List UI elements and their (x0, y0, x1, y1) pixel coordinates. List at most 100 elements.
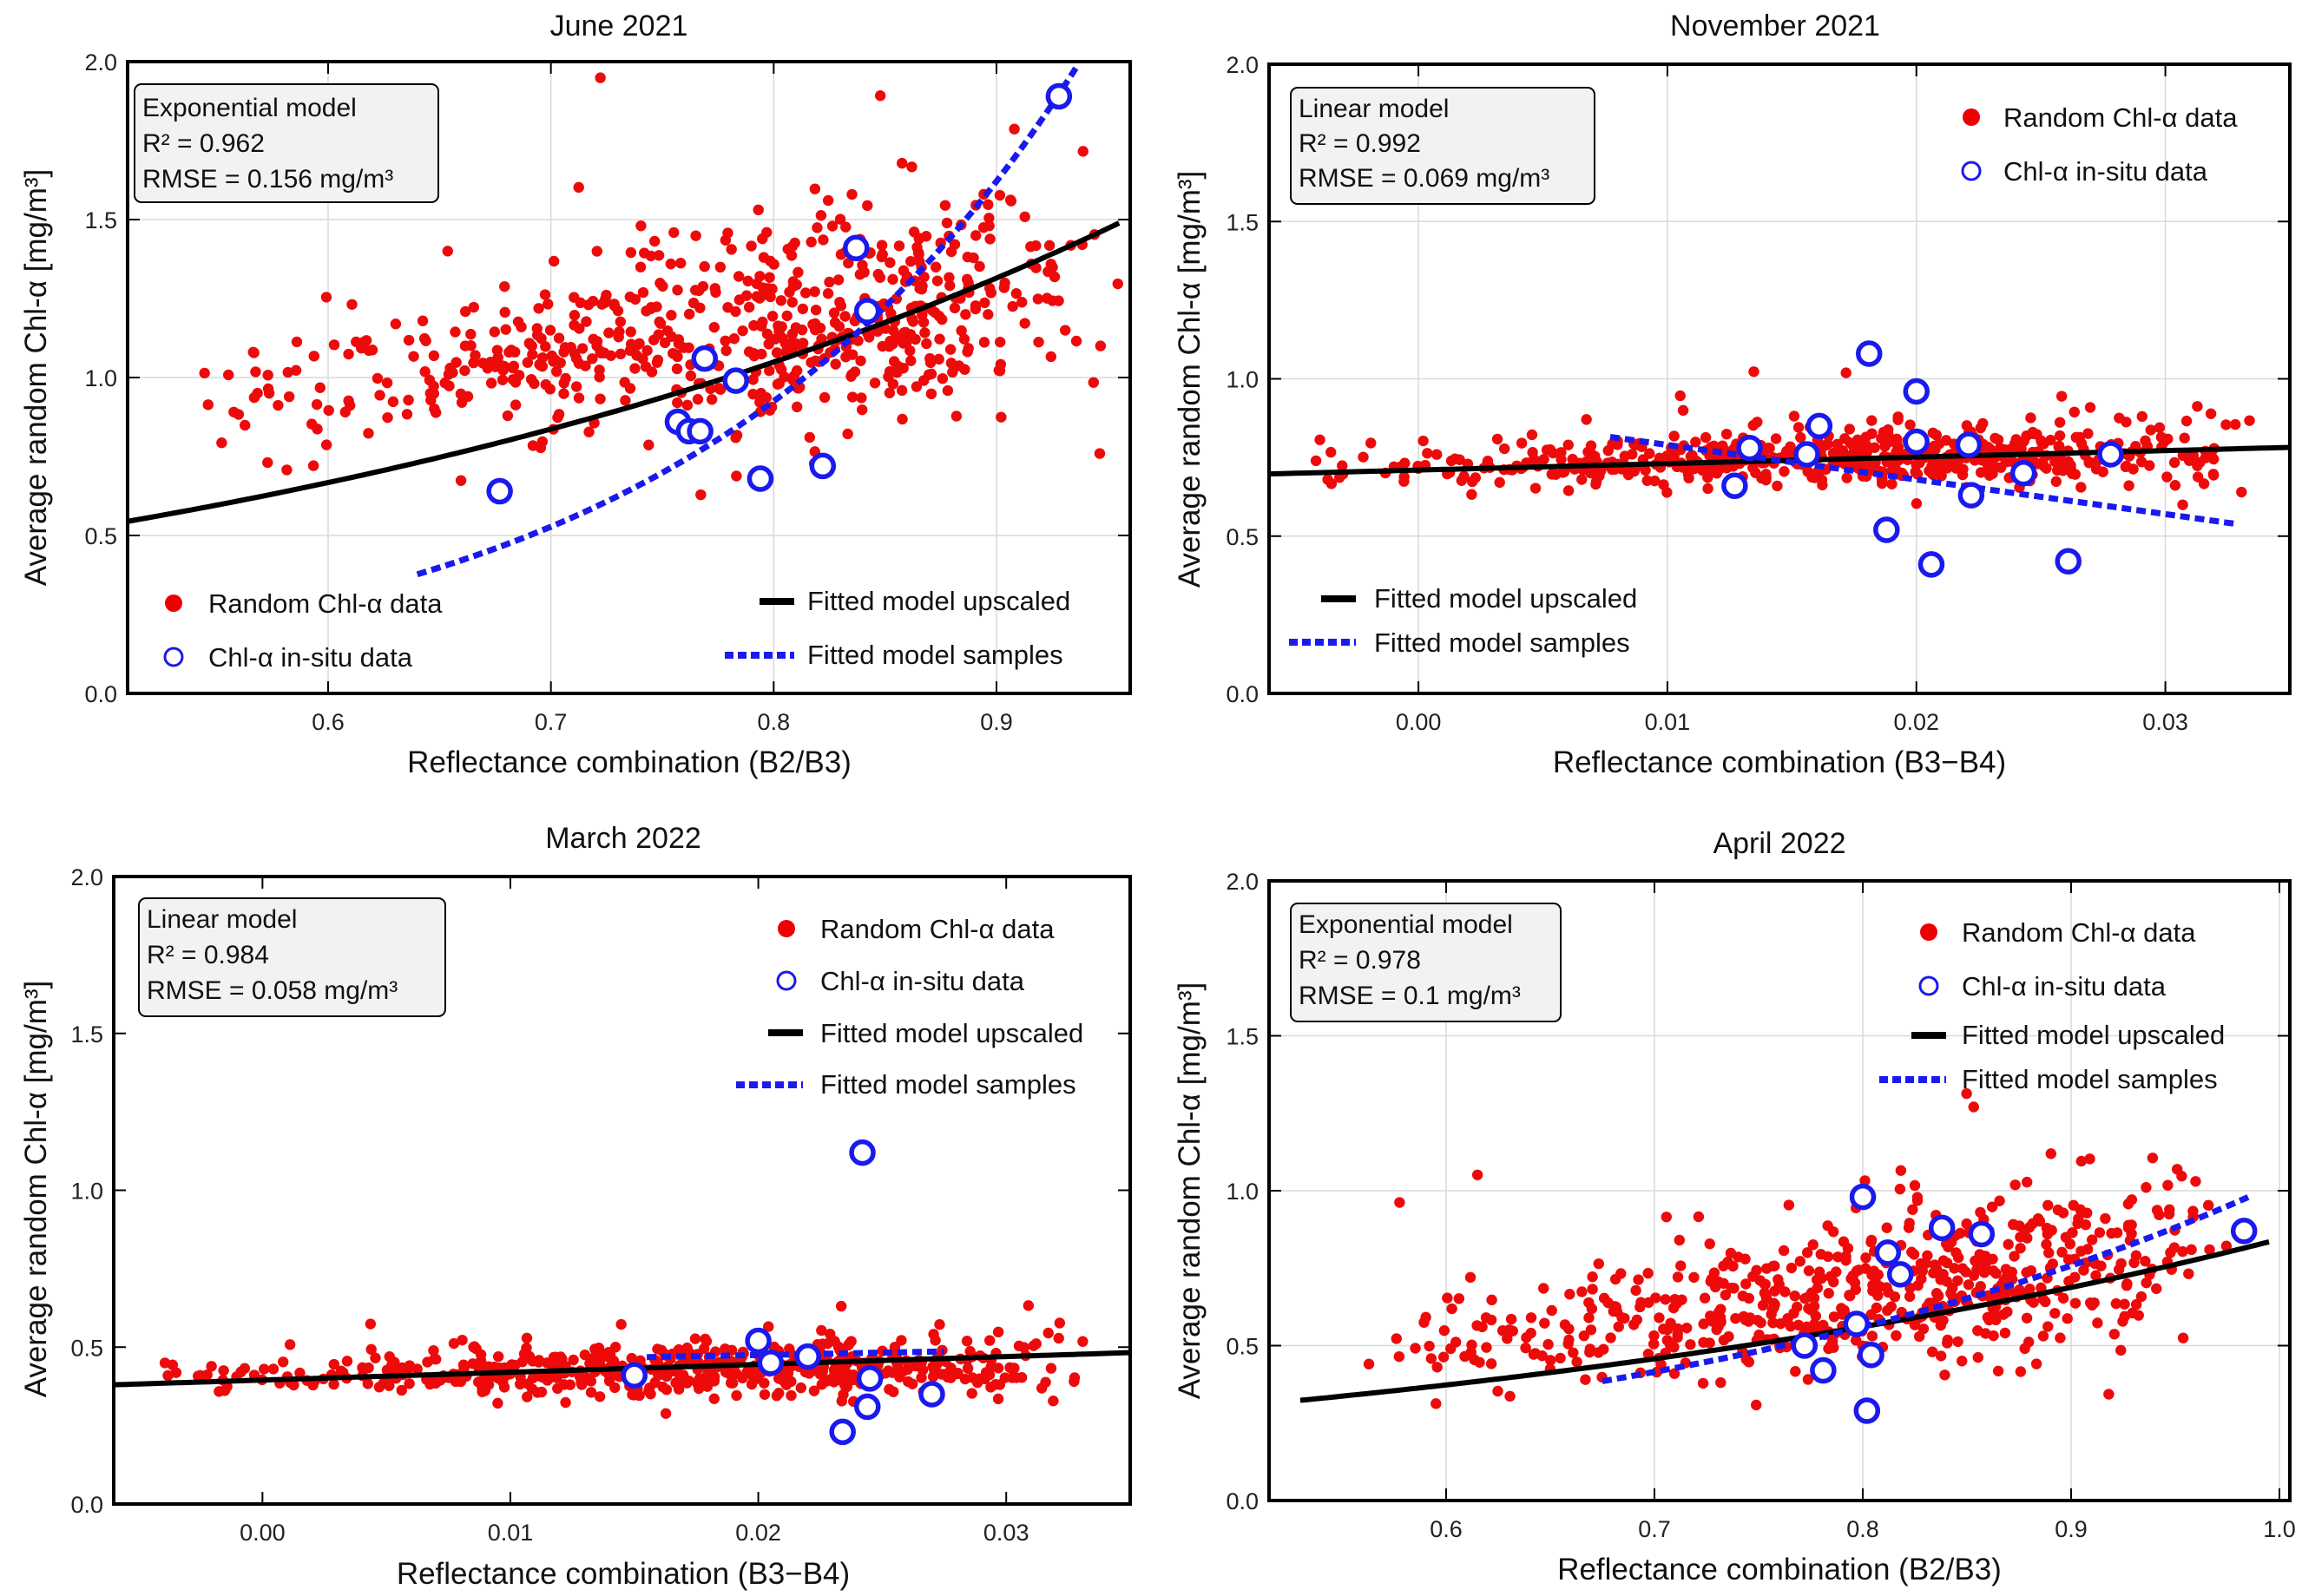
y-tick-label: 2.0 (1226, 52, 1259, 78)
random-point (747, 388, 759, 400)
random-point (2050, 476, 2062, 488)
stats-box: Linear model R² = 0.992 RMSE = 0.069 mg/… (1290, 87, 1595, 205)
random-point (468, 1342, 479, 1353)
random-point (2003, 1238, 2014, 1251)
random-point (1470, 472, 1482, 483)
random-point (1820, 439, 1832, 451)
random-point (2018, 436, 2029, 447)
insitu-point (722, 367, 749, 394)
random-point (527, 440, 539, 451)
stats-box-frame (134, 83, 439, 203)
random-point (672, 397, 683, 409)
random-point (714, 384, 727, 395)
random-point (1568, 1347, 1579, 1358)
x-tick-label: 0.6 (1430, 1516, 1463, 1542)
random-point (1033, 336, 1044, 348)
random-point (876, 251, 887, 263)
random-point (2021, 1266, 2032, 1278)
insitu-point (1810, 1356, 1837, 1384)
random-point (1581, 414, 1592, 425)
random-point (1955, 1227, 1966, 1239)
random-point (1715, 1376, 1726, 1389)
random-point (924, 352, 936, 365)
random-point (1077, 1336, 1089, 1347)
random-point (2192, 460, 2203, 471)
random-point (896, 1335, 907, 1346)
random-point (328, 1358, 339, 1370)
random-point (468, 357, 479, 369)
insitu-point (745, 1327, 772, 1355)
random-point (1924, 1297, 1935, 1309)
random-point (953, 360, 965, 371)
random-point (838, 1389, 849, 1401)
random-point (1904, 419, 1916, 430)
random-point (809, 183, 821, 194)
random-point (862, 200, 873, 212)
random-point (1972, 1351, 1983, 1363)
random-point (2183, 455, 2195, 466)
random-point (1399, 457, 1411, 469)
random-point (170, 1367, 182, 1378)
random-point (159, 1357, 171, 1369)
random-point (1778, 1245, 1790, 1257)
random-point (594, 1356, 606, 1369)
random-point (839, 1363, 851, 1374)
random-point (1095, 340, 1107, 351)
random-point (2163, 1208, 2175, 1220)
random-point (2115, 1344, 2127, 1356)
random-point (683, 342, 694, 353)
random-point (2069, 406, 2080, 418)
random-point (583, 426, 595, 437)
random-point (523, 1378, 534, 1389)
insitu-point (1955, 431, 1983, 458)
random-point (502, 410, 514, 422)
random-point (1612, 439, 1623, 450)
random-point (625, 326, 636, 338)
x-axis-label: Reflectance combination (B2/B3) (407, 745, 852, 779)
random-point (497, 374, 509, 385)
random-point (654, 278, 666, 289)
random-point (2068, 1199, 2079, 1212)
random-point (902, 1363, 913, 1376)
random-point (956, 325, 967, 337)
random-point (1018, 1342, 1029, 1353)
random-point (963, 343, 974, 354)
random-point (1459, 1350, 1470, 1363)
random-point (1792, 1301, 1803, 1313)
random-point (2154, 422, 2166, 433)
random-point (428, 350, 440, 362)
random-point (888, 356, 900, 367)
random-point (2015, 1243, 2026, 1254)
random-point (576, 1377, 587, 1389)
random-point (1688, 1271, 1700, 1284)
random-point (216, 437, 227, 449)
random-point (459, 305, 471, 318)
random-point (722, 227, 733, 239)
random-point (1895, 1165, 1907, 1176)
random-point (631, 1389, 642, 1400)
random-point (564, 1379, 576, 1390)
random-point (844, 1338, 855, 1350)
y-tick-label: 0.0 (70, 1492, 103, 1518)
stats-rmse: RMSE = 0.058 mg/m³ (147, 976, 398, 1005)
random-point (1494, 476, 1505, 489)
legend-insitu-label: Chl-α in-situ data (208, 642, 413, 673)
random-point (1630, 1284, 1641, 1297)
random-point (491, 345, 503, 356)
random-point (2074, 431, 2086, 443)
random-point (603, 327, 615, 338)
random-point (499, 280, 510, 292)
random-point (2062, 1313, 2073, 1324)
random-point (773, 1387, 785, 1399)
insitu-point (1045, 82, 1073, 110)
random-point (1685, 450, 1697, 463)
random-point (424, 388, 437, 399)
random-point (2057, 1292, 2069, 1304)
random-point (283, 391, 295, 403)
legend-random-marker (165, 594, 182, 612)
random-point (2067, 1227, 2078, 1238)
random-point (961, 1336, 973, 1347)
random-point (799, 287, 812, 299)
random-point (1802, 466, 1813, 477)
random-point (613, 332, 624, 343)
